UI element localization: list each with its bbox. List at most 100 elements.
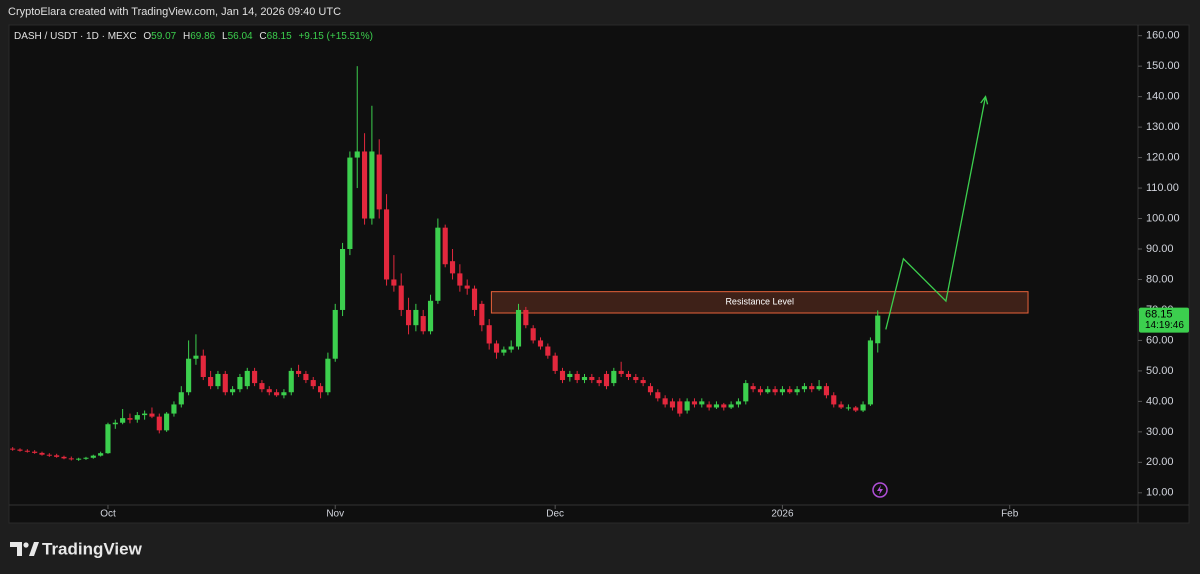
- candle-body: [523, 309, 529, 326]
- y-tick-label: 20.00: [1146, 456, 1174, 468]
- candle-body: [230, 389, 236, 393]
- candle-body: [296, 370, 302, 374]
- change: +9.15 (+15.51%): [298, 31, 373, 42]
- candle-body: [611, 370, 617, 384]
- candle-body: [706, 404, 712, 408]
- y-tick-label: 160.00: [1146, 30, 1180, 42]
- chart-panel: [8, 24, 1190, 524]
- logo-mark: [10, 542, 22, 556]
- candle-body: [537, 340, 544, 347]
- candle-body: [83, 457, 89, 459]
- candle-body: [259, 383, 265, 390]
- logo-dot: [23, 542, 29, 548]
- y-tick-label: 90.00: [1146, 243, 1174, 255]
- candle-body: [831, 395, 837, 405]
- candle-body: [787, 389, 793, 393]
- candle-body: [479, 303, 485, 326]
- x-tick-label: Dec: [546, 509, 564, 520]
- candle-body: [809, 386, 815, 390]
- candle-body: [222, 373, 228, 393]
- candle-body: [347, 157, 353, 249]
- y-tick-label: 80.00: [1146, 273, 1174, 285]
- candle-body: [669, 401, 676, 408]
- candle-body: [765, 389, 771, 393]
- candle-body: [39, 452, 45, 455]
- candle-body: [303, 373, 309, 381]
- ohlc-label: H: [183, 31, 190, 42]
- candle-body: [318, 386, 324, 393]
- candle-body: [171, 404, 177, 414]
- candle-body: [142, 413, 148, 416]
- candle-body: [552, 355, 558, 371]
- x-tick-label: Oct: [100, 509, 116, 520]
- candle-body: [354, 151, 360, 158]
- candle-body: [369, 151, 375, 219]
- brand-logo[interactable]: TradingView: [10, 539, 143, 558]
- candle-body: [266, 389, 272, 393]
- candle-body: [589, 377, 595, 381]
- x-tick-label: 2026: [771, 509, 794, 520]
- symbol-line: DASH / USDT · 1D · MEXC O59.07 H69.86 L5…: [14, 31, 373, 42]
- candle-body: [574, 373, 580, 381]
- alert-icon[interactable]: [872, 482, 888, 498]
- candle-body: [867, 340, 873, 405]
- candle-body: [10, 448, 16, 450]
- candle-body: [149, 413, 155, 417]
- candle-body: [90, 455, 96, 458]
- ohlc-value: 56.04: [228, 31, 253, 42]
- candle-body: [193, 355, 199, 359]
- candle-body: [853, 407, 859, 411]
- candle-body: [46, 454, 52, 456]
- candle-body: [252, 370, 258, 384]
- candle-body: [875, 315, 881, 344]
- y-tick-label: 140.00: [1146, 91, 1180, 103]
- candle-body: [530, 328, 536, 341]
- ohlc-label: O: [143, 31, 151, 42]
- candle-body: [383, 209, 390, 280]
- y-tick-label: 50.00: [1146, 365, 1174, 377]
- candle-body: [559, 370, 566, 381]
- candle-body: [332, 309, 338, 359]
- candle-body: [376, 154, 382, 210]
- candle-body: [61, 456, 67, 459]
- candle-body: [640, 380, 646, 384]
- candle-body: [112, 422, 118, 425]
- candle-body: [581, 377, 588, 381]
- candle-body: [120, 418, 126, 423]
- candle-body: [750, 386, 756, 390]
- candle-body: [721, 404, 727, 408]
- candle-body: [603, 373, 610, 387]
- header-text: CryptoElara created with TradingView.com…: [8, 6, 341, 18]
- ohlc-value: 59.07: [151, 31, 176, 42]
- y-tick-label: 60.00: [1146, 334, 1174, 346]
- candle-body: [699, 401, 705, 405]
- candle-body: [471, 288, 478, 310]
- candle-body: [178, 392, 184, 405]
- brand-text: TradingView: [42, 539, 143, 558]
- candle-body: [486, 325, 492, 344]
- candle-body: [633, 377, 639, 381]
- candle-body: [76, 458, 82, 460]
- candle-body: [647, 386, 654, 393]
- candle-body: [677, 401, 683, 414]
- annotation-label: Resistance Level: [725, 297, 794, 307]
- symbol: DASH / USDT · 1D · MEXC: [14, 31, 137, 42]
- candle-body: [713, 404, 720, 408]
- candle-body: [413, 309, 419, 326]
- y-tick-label: 120.00: [1146, 151, 1180, 163]
- candle-body: [68, 458, 74, 460]
- candle-body: [735, 401, 742, 405]
- candle-body: [794, 389, 800, 393]
- candle-body: [464, 285, 470, 289]
- candle-body: [420, 316, 426, 332]
- candle-body: [567, 373, 573, 377]
- candle-body: [127, 418, 133, 420]
- candle-body: [54, 455, 60, 457]
- candle-body: [391, 279, 397, 286]
- candle-body: [816, 386, 822, 390]
- candle-body: [501, 349, 507, 353]
- candle-body: [728, 404, 734, 408]
- candle-body: [17, 449, 23, 451]
- y-tick-label: 100.00: [1146, 212, 1180, 224]
